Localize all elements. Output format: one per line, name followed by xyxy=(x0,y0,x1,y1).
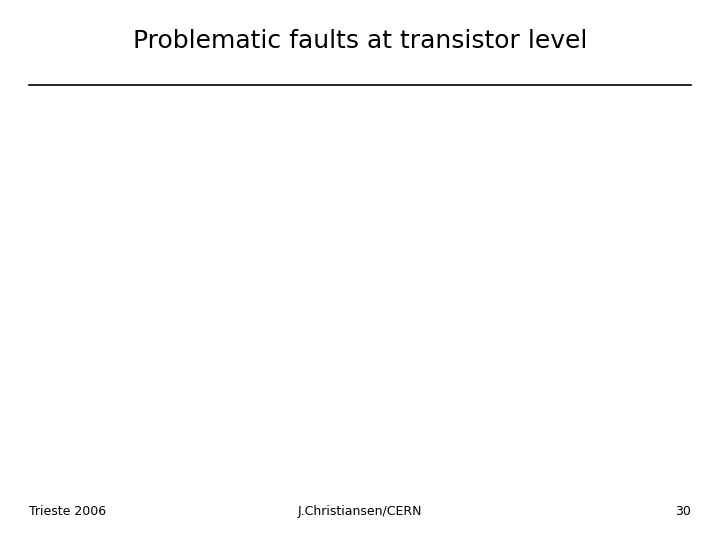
Text: Problematic faults at transistor level: Problematic faults at transistor level xyxy=(132,29,588,52)
Text: Trieste 2006: Trieste 2006 xyxy=(29,505,106,518)
Text: 30: 30 xyxy=(675,505,691,518)
Text: J.Christiansen/CERN: J.Christiansen/CERN xyxy=(298,505,422,518)
